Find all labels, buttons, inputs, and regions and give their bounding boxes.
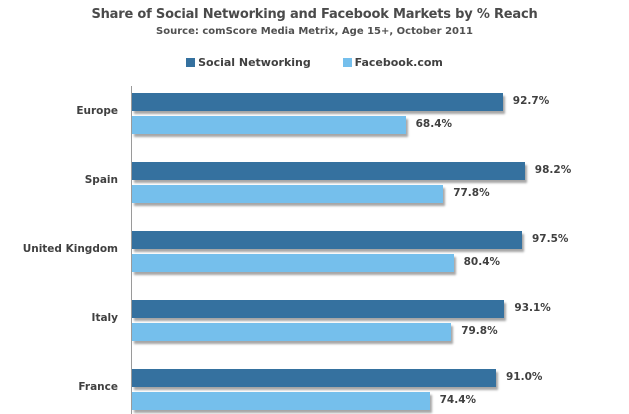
bar-social-networking [132, 93, 503, 111]
legend-item-social-networking: Social Networking [186, 56, 311, 69]
data-label: 98.2% [534, 164, 572, 176]
legend-label: Facebook.com [354, 55, 443, 69]
legend-label: Social Networking [198, 55, 311, 69]
bar-facebook [132, 254, 454, 272]
bar-facebook [132, 323, 452, 341]
bar-social-networking [132, 369, 496, 387]
data-label: 91.0% [506, 371, 543, 383]
data-label: 77.8% [453, 187, 490, 199]
chart-subtitle: Source: comScore Media Metrix, Age 15+, … [156, 26, 473, 37]
legend-swatch-social-networking [186, 57, 196, 67]
bar-social-networking [132, 162, 525, 180]
data-label: 80.4% [463, 256, 501, 268]
category-axis [131, 86, 132, 414]
category-label: Italy [91, 312, 118, 324]
data-label: 68.4% [415, 118, 453, 130]
data-label: 93.1% [514, 302, 551, 314]
category-label: Europe [76, 105, 118, 117]
bar-social-networking [132, 300, 505, 318]
category-label: France [78, 381, 118, 393]
chart-legend: Social Networking Facebook.com [0, 55, 629, 69]
data-label: 92.7% [512, 95, 550, 107]
bar-facebook [132, 392, 430, 410]
legend-item-facebook: Facebook.com [342, 55, 443, 69]
category-label: United Kingdom [22, 243, 118, 255]
data-label: 74.4% [439, 394, 477, 406]
bar-facebook [132, 185, 444, 203]
data-label: 97.5% [532, 233, 569, 245]
data-label: 79.8% [461, 325, 498, 337]
bar-facebook [132, 116, 406, 134]
bar-social-networking [132, 231, 522, 249]
chart-title: Share of Social Networking and Facebook … [91, 7, 538, 22]
category-label: Spain [84, 174, 118, 186]
legend-swatch-facebook [342, 57, 352, 67]
